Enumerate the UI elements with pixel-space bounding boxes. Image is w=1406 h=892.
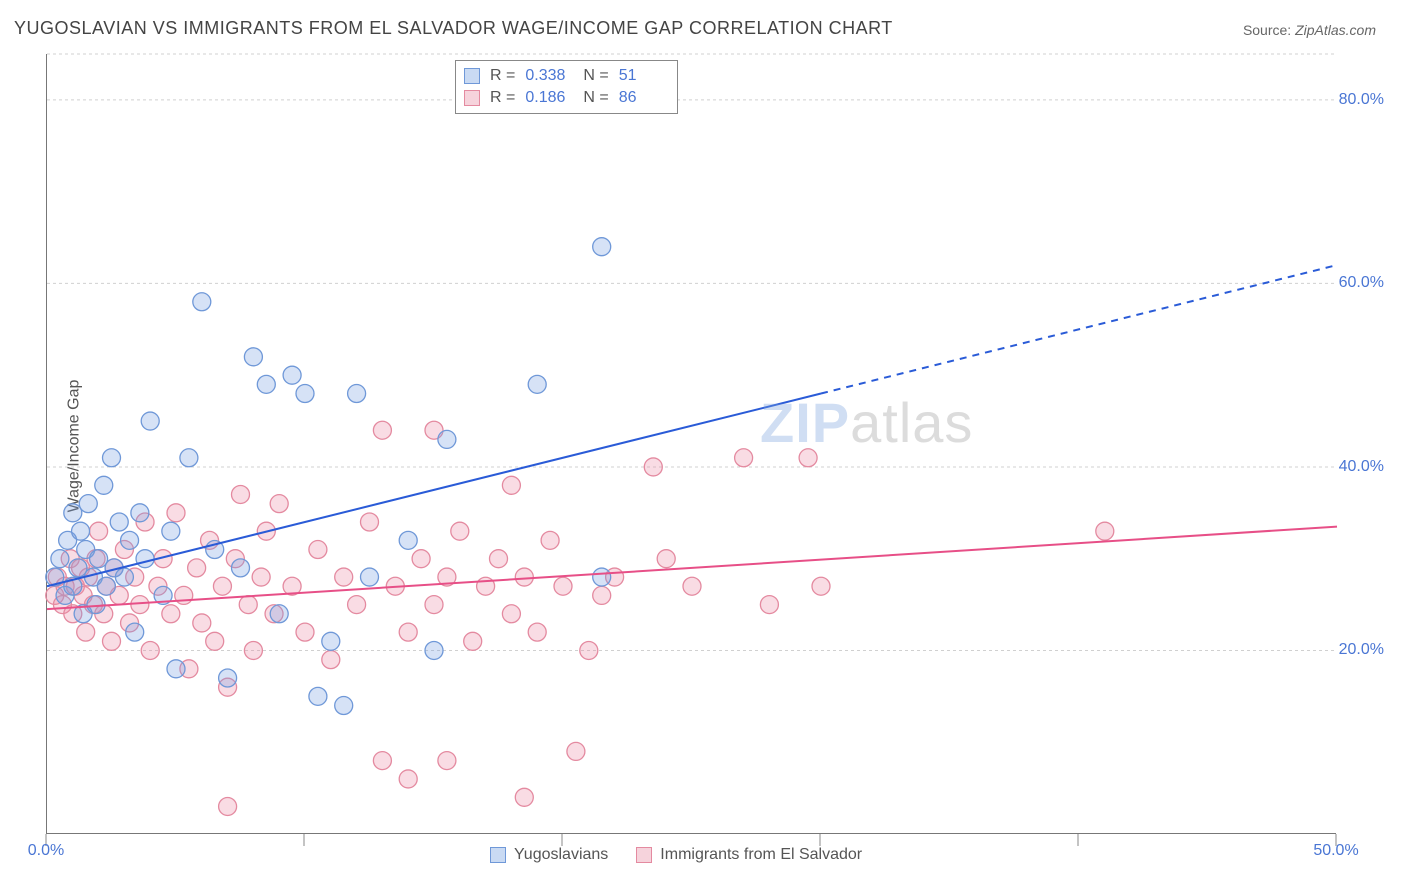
y-tick-label: 60.0% <box>1339 274 1384 292</box>
n-label: N = <box>583 89 608 107</box>
x-tick-mark <box>820 834 821 846</box>
legend-swatch <box>464 90 480 106</box>
source-credit: Source: ZipAtlas.com <box>1243 22 1376 38</box>
n-label: N = <box>583 67 608 85</box>
r-value: 0.338 <box>525 67 573 85</box>
stats-legend: R = 0.338 N = 51 R = 0.186 N = 86 <box>455 60 678 114</box>
source-value: ZipAtlas.com <box>1295 22 1376 38</box>
chart-title: YUGOSLAVIAN VS IMMIGRANTS FROM EL SALVAD… <box>14 18 893 39</box>
x-tick-mark <box>304 834 305 846</box>
n-value: 86 <box>619 89 667 107</box>
y-tick-label: 20.0% <box>1339 641 1384 659</box>
legend-swatch <box>636 847 652 863</box>
r-value: 0.186 <box>525 89 573 107</box>
r-label: R = <box>490 67 515 85</box>
x-tick-label: 0.0% <box>28 842 64 860</box>
legend-label: Immigrants from El Salvador <box>660 846 862 864</box>
x-tick-mark <box>1078 834 1079 846</box>
r-label: R = <box>490 89 515 107</box>
stats-legend-row: R = 0.186 N = 86 <box>464 87 667 109</box>
chart-plot-area <box>46 54 1336 834</box>
stats-legend-row: R = 0.338 N = 51 <box>464 65 667 87</box>
x-tick-mark <box>562 834 563 846</box>
x-tick-label: 50.0% <box>1313 842 1358 860</box>
legend-item: Yugoslavians <box>490 846 608 864</box>
legend-swatch <box>490 847 506 863</box>
legend-item: Immigrants from El Salvador <box>636 846 862 864</box>
y-tick-label: 80.0% <box>1339 91 1384 109</box>
n-value: 51 <box>619 67 667 85</box>
chart-svg <box>47 54 1336 833</box>
source-label: Source: <box>1243 22 1295 38</box>
y-tick-label: 40.0% <box>1339 458 1384 476</box>
series-legend: Yugoslavians Immigrants from El Salvador <box>490 846 862 864</box>
legend-swatch <box>464 68 480 84</box>
legend-label: Yugoslavians <box>514 846 608 864</box>
